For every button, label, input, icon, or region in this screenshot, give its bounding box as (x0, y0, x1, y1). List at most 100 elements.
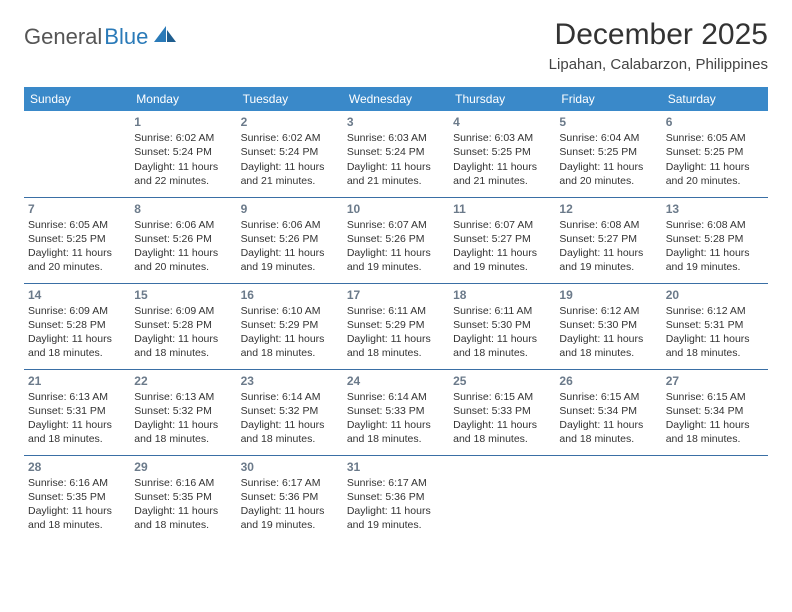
day-info-line: and 18 minutes. (559, 346, 657, 360)
day-info-line: Daylight: 11 hours (241, 504, 339, 518)
day-info-line: Sunset: 5:30 PM (453, 318, 551, 332)
day-info-line: Sunrise: 6:07 AM (347, 218, 445, 232)
calendar-day-cell: 8Sunrise: 6:06 AMSunset: 5:26 PMDaylight… (130, 197, 236, 283)
day-number: 18 (453, 287, 551, 303)
day-number: 7 (28, 201, 126, 217)
day-header: Wednesday (343, 87, 449, 111)
calendar-day-cell: 19Sunrise: 6:12 AMSunset: 5:30 PMDayligh… (555, 283, 661, 369)
day-info-line: Sunrise: 6:08 AM (559, 218, 657, 232)
day-info-line: and 18 minutes. (134, 346, 232, 360)
day-info-line: Daylight: 11 hours (241, 332, 339, 346)
calendar-day-cell (662, 455, 768, 541)
day-info-line: and 19 minutes. (347, 260, 445, 274)
day-info-line: Sunset: 5:25 PM (28, 232, 126, 246)
day-info-line: and 19 minutes. (241, 518, 339, 532)
day-info-line: Sunrise: 6:10 AM (241, 304, 339, 318)
day-header-row: SundayMondayTuesdayWednesdayThursdayFrid… (24, 87, 768, 111)
day-info-line: Sunrise: 6:15 AM (559, 390, 657, 404)
calendar-day-cell: 14Sunrise: 6:09 AMSunset: 5:28 PMDayligh… (24, 283, 130, 369)
day-number: 23 (241, 373, 339, 389)
calendar-day-cell: 17Sunrise: 6:11 AMSunset: 5:29 PMDayligh… (343, 283, 449, 369)
day-number: 20 (666, 287, 764, 303)
day-info-line: and 20 minutes. (666, 174, 764, 188)
day-number: 28 (28, 459, 126, 475)
day-info-line: Sunrise: 6:13 AM (134, 390, 232, 404)
calendar-table: SundayMondayTuesdayWednesdayThursdayFrid… (24, 87, 768, 541)
day-header: Thursday (449, 87, 555, 111)
calendar-day-cell: 31Sunrise: 6:17 AMSunset: 5:36 PMDayligh… (343, 455, 449, 541)
page-header: General Blue December 2025 Lipahan, Cala… (24, 18, 768, 73)
brand-text-1: General (24, 24, 102, 50)
day-info-line: Sunrise: 6:15 AM (453, 390, 551, 404)
day-info-line: Sunrise: 6:02 AM (241, 131, 339, 145)
day-info-line: Sunset: 5:28 PM (28, 318, 126, 332)
day-info-line: and 18 minutes. (28, 346, 126, 360)
brand-logo: General Blue (24, 24, 178, 50)
day-info-line: and 18 minutes. (134, 518, 232, 532)
day-info-line: and 18 minutes. (666, 346, 764, 360)
day-info-line: Sunrise: 6:07 AM (453, 218, 551, 232)
day-info-line: Sunrise: 6:06 AM (241, 218, 339, 232)
day-number: 31 (347, 459, 445, 475)
day-info-line: Sunset: 5:26 PM (134, 232, 232, 246)
day-info-line: and 19 minutes. (559, 260, 657, 274)
calendar-day-cell: 12Sunrise: 6:08 AMSunset: 5:27 PMDayligh… (555, 197, 661, 283)
day-info-line: Sunrise: 6:06 AM (134, 218, 232, 232)
day-info-line: and 19 minutes. (666, 260, 764, 274)
day-info-line: Sunrise: 6:14 AM (241, 390, 339, 404)
day-info-line: Sunset: 5:26 PM (347, 232, 445, 246)
day-info-line: Sunset: 5:33 PM (347, 404, 445, 418)
calendar-day-cell: 15Sunrise: 6:09 AMSunset: 5:28 PMDayligh… (130, 283, 236, 369)
day-info-line: and 18 minutes. (453, 346, 551, 360)
day-info-line: Sunset: 5:26 PM (241, 232, 339, 246)
calendar-week-row: 28Sunrise: 6:16 AMSunset: 5:35 PMDayligh… (24, 455, 768, 541)
day-number: 15 (134, 287, 232, 303)
day-info-line: Sunset: 5:27 PM (559, 232, 657, 246)
day-info-line: and 21 minutes. (453, 174, 551, 188)
day-info-line: Sunrise: 6:04 AM (559, 131, 657, 145)
day-info-line: Sunrise: 6:16 AM (28, 476, 126, 490)
calendar-day-cell: 3Sunrise: 6:03 AMSunset: 5:24 PMDaylight… (343, 111, 449, 197)
day-info-line: Sunrise: 6:09 AM (134, 304, 232, 318)
day-info-line: and 18 minutes. (241, 432, 339, 446)
day-info-line: Sunset: 5:36 PM (347, 490, 445, 504)
calendar-day-cell (555, 455, 661, 541)
calendar-day-cell: 28Sunrise: 6:16 AMSunset: 5:35 PMDayligh… (24, 455, 130, 541)
day-number: 11 (453, 201, 551, 217)
day-number: 6 (666, 114, 764, 130)
day-number: 24 (347, 373, 445, 389)
day-info-line: Daylight: 11 hours (28, 332, 126, 346)
day-info-line: Daylight: 11 hours (453, 246, 551, 260)
day-info-line: Daylight: 11 hours (559, 246, 657, 260)
day-info-line: Sunrise: 6:05 AM (666, 131, 764, 145)
day-info-line: Sunset: 5:30 PM (559, 318, 657, 332)
day-info-line: Sunrise: 6:13 AM (28, 390, 126, 404)
day-number: 27 (666, 373, 764, 389)
day-info-line: Daylight: 11 hours (134, 246, 232, 260)
day-info-line: Sunset: 5:31 PM (666, 318, 764, 332)
day-info-line: Sunset: 5:24 PM (347, 145, 445, 159)
calendar-day-cell (449, 455, 555, 541)
day-info-line: Daylight: 11 hours (347, 160, 445, 174)
day-info-line: Daylight: 11 hours (347, 332, 445, 346)
day-info-line: Sunset: 5:29 PM (347, 318, 445, 332)
day-info-line: and 18 minutes. (28, 518, 126, 532)
day-number: 8 (134, 201, 232, 217)
day-info-line: and 18 minutes. (241, 346, 339, 360)
day-info-line: Sunrise: 6:12 AM (666, 304, 764, 318)
calendar-day-cell: 23Sunrise: 6:14 AMSunset: 5:32 PMDayligh… (237, 369, 343, 455)
calendar-day-cell: 24Sunrise: 6:14 AMSunset: 5:33 PMDayligh… (343, 369, 449, 455)
day-info-line: Daylight: 11 hours (666, 418, 764, 432)
day-info-line: and 20 minutes. (28, 260, 126, 274)
calendar-day-cell: 26Sunrise: 6:15 AMSunset: 5:34 PMDayligh… (555, 369, 661, 455)
day-info-line: Sunset: 5:29 PM (241, 318, 339, 332)
day-info-line: Sunset: 5:28 PM (134, 318, 232, 332)
day-info-line: and 18 minutes. (28, 432, 126, 446)
calendar-week-row: 1Sunrise: 6:02 AMSunset: 5:24 PMDaylight… (24, 111, 768, 197)
day-header: Saturday (662, 87, 768, 111)
calendar-day-cell: 18Sunrise: 6:11 AMSunset: 5:30 PMDayligh… (449, 283, 555, 369)
day-number: 10 (347, 201, 445, 217)
day-info-line: and 21 minutes. (347, 174, 445, 188)
calendar-day-cell: 30Sunrise: 6:17 AMSunset: 5:36 PMDayligh… (237, 455, 343, 541)
day-info-line: Sunrise: 6:03 AM (347, 131, 445, 145)
